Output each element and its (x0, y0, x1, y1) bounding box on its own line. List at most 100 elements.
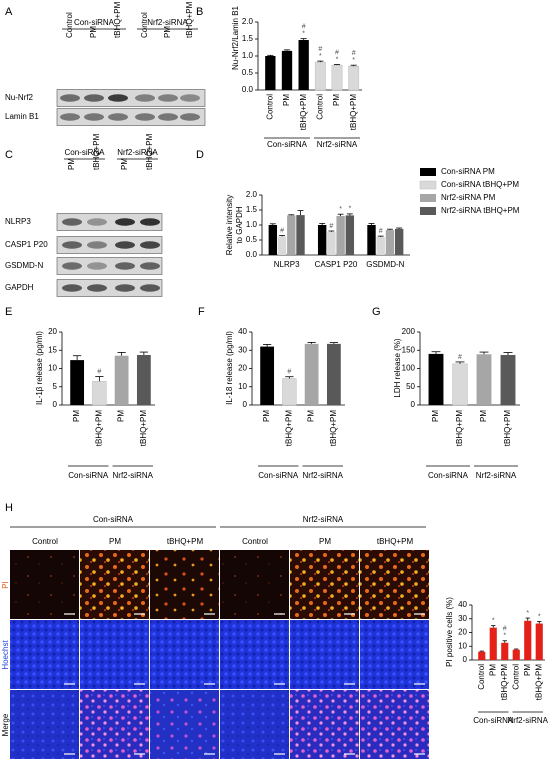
error-bar (95, 376, 104, 382)
bar (282, 378, 297, 406)
micrograph (290, 690, 359, 759)
y-tick-label: 10 (458, 641, 467, 650)
bar (500, 354, 516, 405)
bar (331, 64, 343, 91)
error-bar (503, 352, 513, 355)
bar (281, 50, 293, 90)
micrograph (360, 690, 429, 759)
error-bar (431, 351, 441, 354)
significance-mark: # (379, 228, 383, 235)
lane-label: tBHQ+PM (92, 133, 101, 170)
blot-row-label: GSDMD-N (5, 261, 43, 270)
x-tick-label: Control (315, 94, 324, 120)
error-bar (317, 60, 324, 63)
legend-swatch (420, 194, 436, 202)
x-tick-label: Control (511, 664, 520, 690)
blot-band (62, 284, 82, 292)
error-bar (319, 223, 326, 225)
group-label: Nrf2-siRNA (317, 140, 358, 149)
x-tick-label: PM (488, 664, 497, 676)
group-label: Nrf2-siRNA (113, 471, 154, 480)
micrograph-column-label: tBHQ+PM (377, 537, 414, 546)
panel-letter: E (5, 306, 12, 318)
error-bar (455, 361, 465, 364)
y-tick-label: 1.5 (246, 205, 258, 214)
blot-band (158, 113, 178, 121)
blot-band (115, 262, 135, 270)
blot-band (180, 94, 200, 102)
y-tick-label: 20 (238, 364, 247, 373)
error-bar (387, 228, 393, 231)
error-bar (307, 342, 316, 344)
micrograph (150, 690, 219, 759)
y-axis-label: Relative intensity (225, 195, 234, 255)
bar (376, 237, 385, 255)
error-bar (328, 230, 335, 232)
blot-group-label: Con-siRNA (64, 148, 105, 157)
blot-band (140, 262, 160, 270)
blot-band (60, 94, 80, 102)
micrograph (10, 690, 79, 759)
bar (428, 353, 444, 405)
error-bar (502, 640, 507, 643)
y-tick-label: 0.0 (242, 85, 254, 94)
micrograph-group-label: Nrf2-siRNA (303, 515, 344, 524)
significance-mark: * (538, 613, 541, 620)
x-tick-label: tBHQ+PM (503, 410, 512, 447)
error-bar (346, 213, 353, 216)
bar (314, 61, 326, 91)
blot-band (62, 241, 82, 249)
legend-swatch (420, 207, 436, 215)
micrograph (360, 550, 429, 619)
significance-mark: # (458, 354, 462, 361)
y-tick-label: 2.0 (246, 190, 258, 199)
bar (476, 354, 492, 405)
blot-strip (56, 257, 163, 275)
legend-label: Nrf2-siRNA tBHQ+PM (441, 206, 520, 215)
bar (70, 360, 85, 405)
x-tick-label: PM (282, 94, 291, 106)
y-tick-label: 40 (238, 327, 247, 336)
x-tick-label: GSDMD-N (366, 260, 404, 269)
legend-swatch (419, 180, 437, 190)
y-axis-label: LDH release (%) (393, 338, 402, 397)
significance-mark: # (280, 227, 284, 234)
error-bar (491, 625, 496, 628)
bar (136, 354, 151, 405)
y-tick-label: 2.0 (242, 17, 254, 26)
bar (348, 65, 360, 91)
y-tick-label: 0 (411, 400, 416, 409)
micrograph (10, 550, 79, 619)
bar (345, 215, 355, 255)
blot-band (140, 284, 160, 292)
micrograph (220, 550, 289, 619)
error-bar (288, 214, 295, 216)
y-tick-label: 40 (458, 600, 467, 609)
blot-strip (56, 89, 206, 107)
blot-band (87, 262, 107, 270)
bar (287, 215, 296, 255)
y-tick-label: 0 (243, 400, 248, 409)
y-tick-label: 150 (402, 345, 416, 354)
blot-row-label: Nu-Nrf2 (5, 93, 34, 102)
group-label: Con-siRNA (267, 140, 308, 149)
error-bar (262, 344, 272, 347)
y-axis-label: IL-18 release (pg/ml) (225, 331, 234, 405)
micrograph-column-label: Control (32, 537, 58, 546)
x-tick-label: tBHQ+PM (500, 664, 509, 701)
blot-strip (56, 236, 163, 254)
y-tick-label: 20 (458, 628, 467, 637)
x-tick-label: PM (479, 410, 488, 422)
blot-group-label: Nrf2-siRNA (147, 18, 188, 27)
significance-mark: * (526, 610, 529, 617)
micrograph (80, 550, 149, 619)
legend-label: Nrf2-siRNA PM (441, 193, 496, 202)
group-label: Con-siRNA (68, 471, 109, 480)
error-bar (279, 235, 285, 237)
error-bar (396, 227, 403, 229)
x-tick-label: tBHQ+PM (139, 410, 148, 447)
blot-band (180, 113, 200, 121)
significance-mark: # (318, 46, 322, 53)
bar (524, 620, 532, 660)
significance-mark: * (492, 617, 495, 624)
